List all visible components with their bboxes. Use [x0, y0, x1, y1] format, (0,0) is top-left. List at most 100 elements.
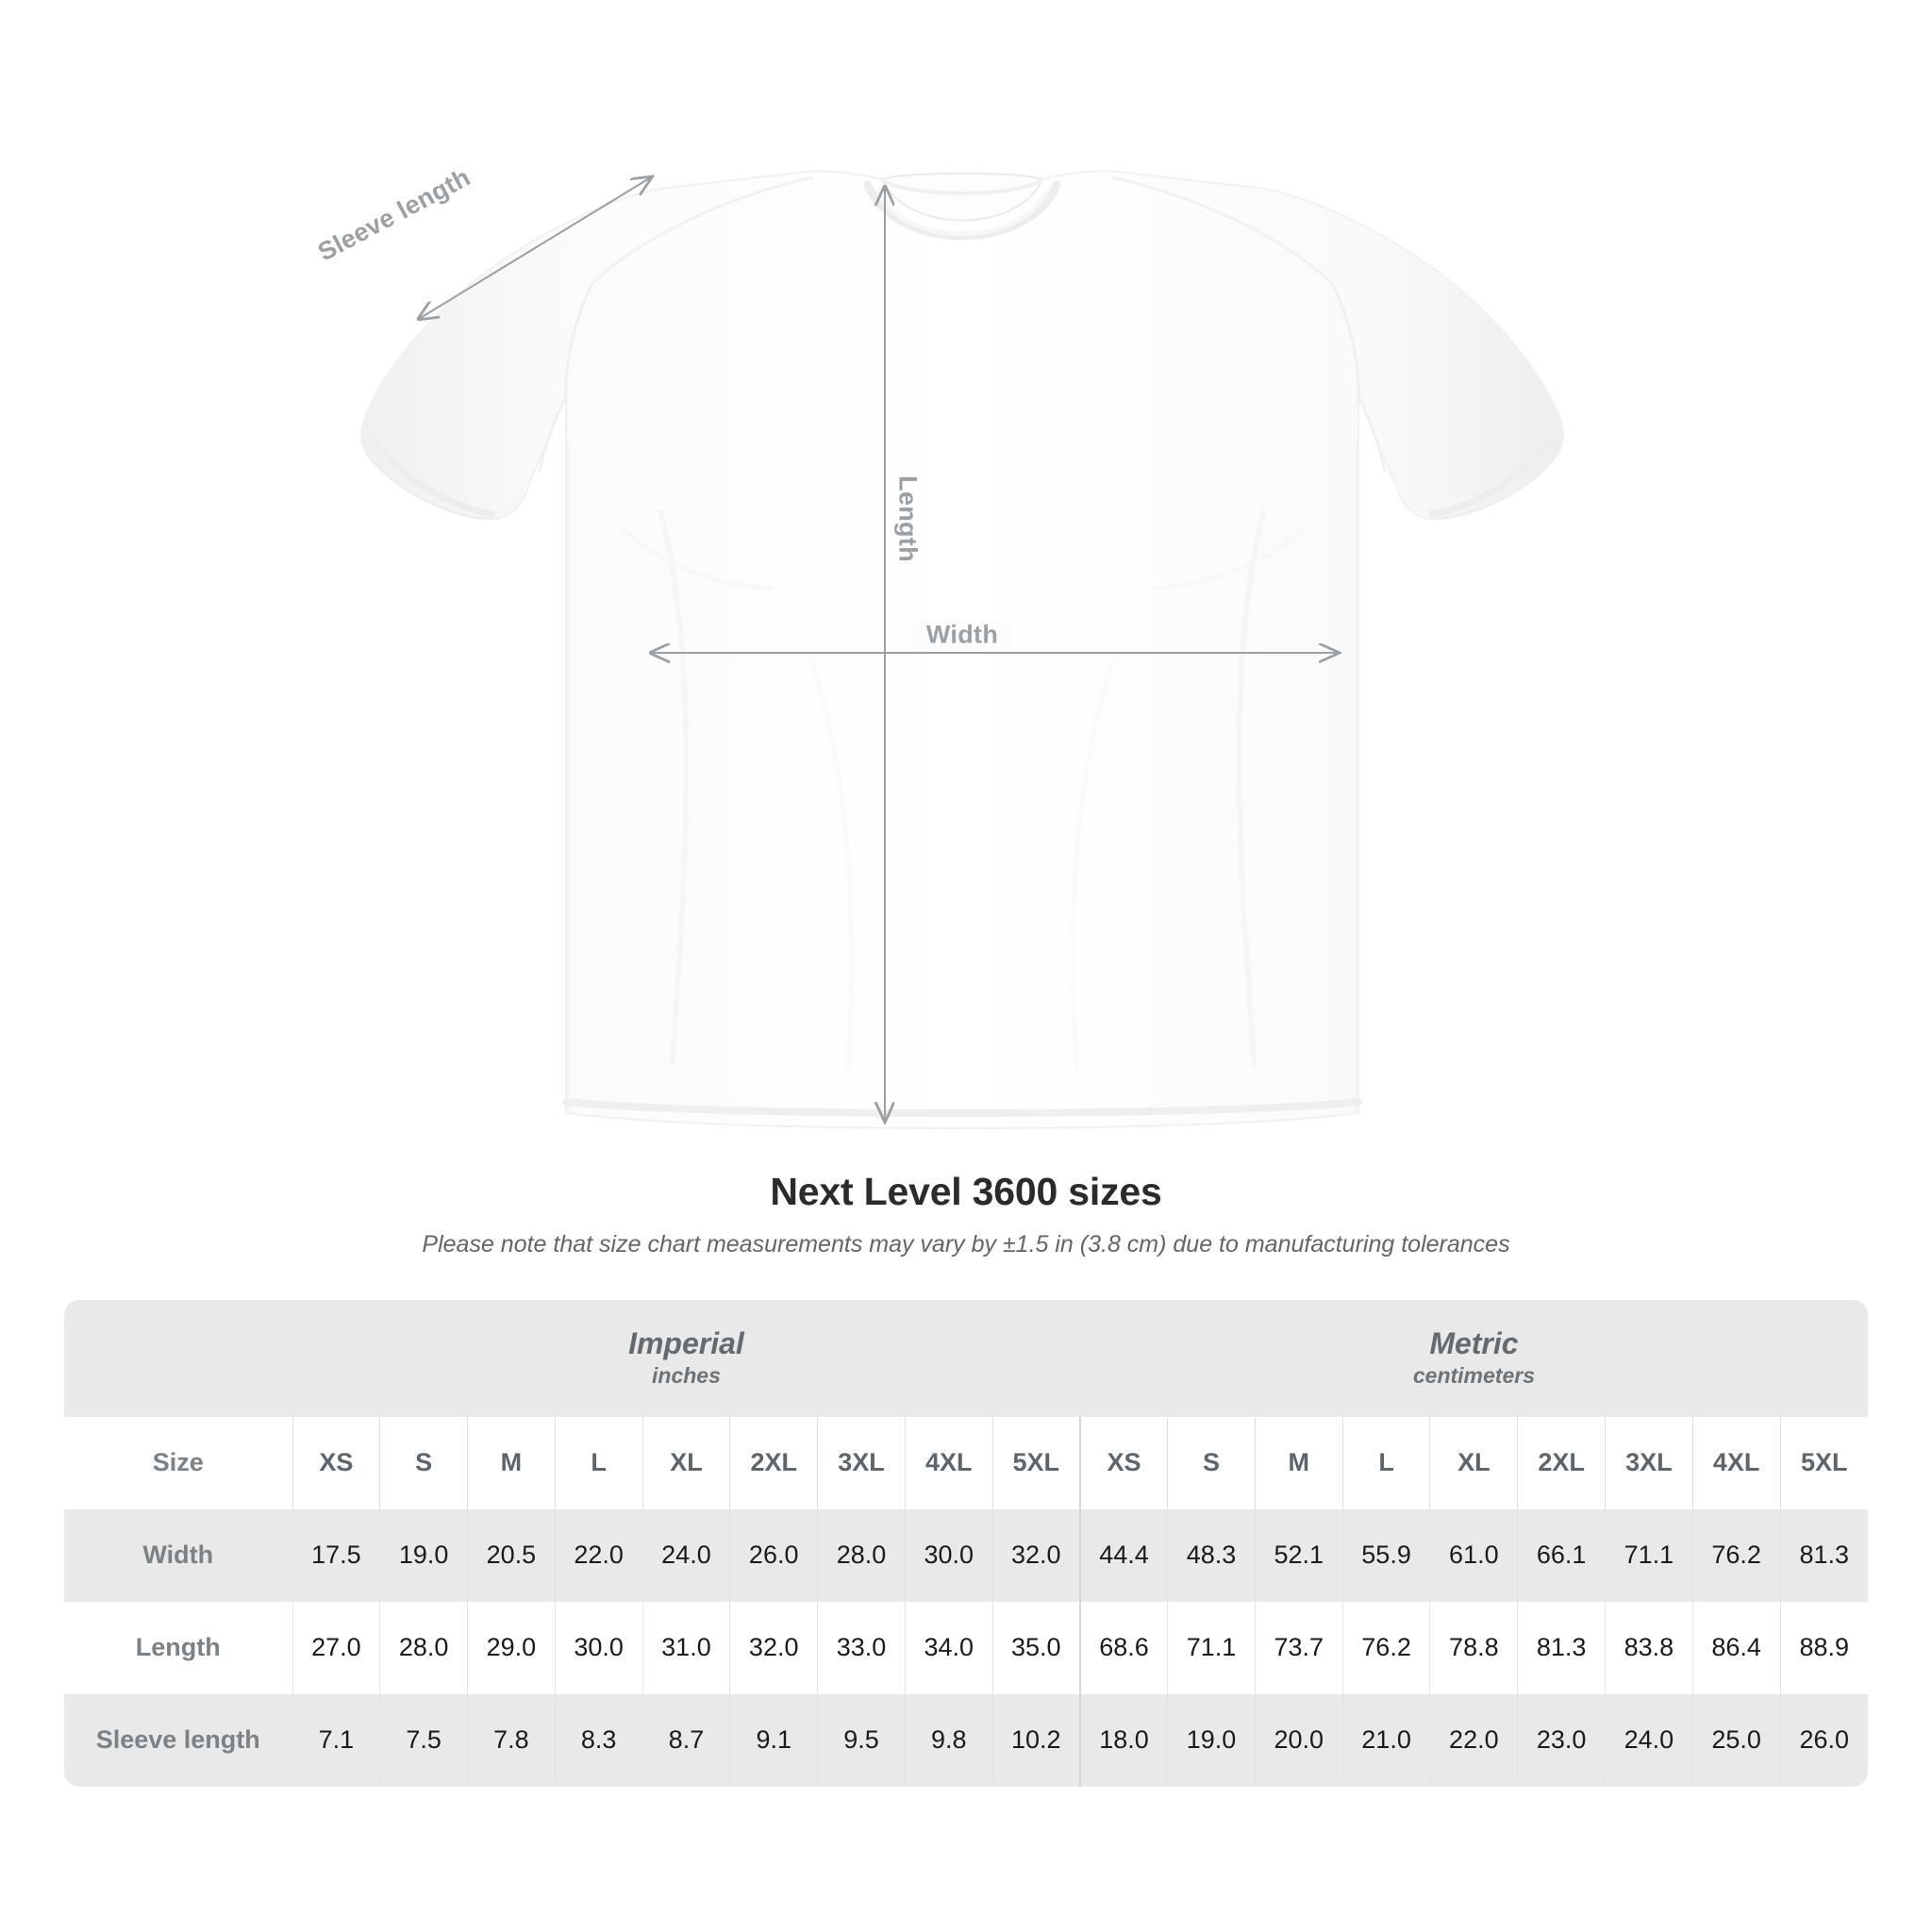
- size-header-imperial-l: L: [554, 1416, 643, 1509]
- length-imperial-5xl: 35.0: [991, 1601, 1081, 1694]
- size-header-imperial-3xl: 3XL: [817, 1416, 906, 1509]
- size-header-metric-l: L: [1341, 1416, 1431, 1509]
- size-header-metric-s: S: [1167, 1416, 1256, 1509]
- length-imperial-xl: 31.0: [641, 1601, 731, 1694]
- sleeve-metric-m: 20.0: [1254, 1693, 1343, 1787]
- sleeve-imperial-m: 7.8: [467, 1693, 556, 1787]
- garment-diagram: Sleeve length Length Width: [313, 163, 1564, 1130]
- unit-sub-metric: centimeters: [1412, 1363, 1535, 1388]
- width-metric-m: 52.1: [1254, 1508, 1343, 1602]
- unit-header-corner: [64, 1300, 292, 1417]
- sleeve-imperial-5xl: 10.2: [991, 1693, 1081, 1787]
- table-body: Width 17.5 19.0 20.5 22.0 24.0 26.0 28.0…: [64, 1508, 1868, 1787]
- sleeve-imperial-xl: 8.7: [641, 1693, 731, 1787]
- table-row: Sleeve length 7.1 7.5 7.8 8.3 8.7 9.1 9.…: [64, 1693, 1868, 1787]
- width-imperial-s: 19.0: [379, 1508, 469, 1602]
- size-header-metric-2xl: 2XL: [1517, 1416, 1606, 1509]
- sleeve-imperial-4xl: 9.8: [904, 1693, 993, 1787]
- table-row: Length 27.0 28.0 29.0 30.0 31.0 32.0 33.…: [64, 1601, 1868, 1694]
- length-imperial-4xl: 34.0: [904, 1601, 993, 1694]
- unit-sub-imperial: inches: [652, 1363, 721, 1388]
- size-header-imperial-s: S: [379, 1416, 469, 1509]
- length-imperial-s: 28.0: [379, 1601, 469, 1694]
- title-block: Next Level 3600 sizes Please note that s…: [0, 1170, 1932, 1258]
- size-header-metric-4xl: 4XL: [1691, 1416, 1781, 1509]
- size-row-label: Size: [64, 1416, 292, 1509]
- tolerance-note: Please note that size chart measurements…: [422, 1231, 1510, 1257]
- sleeve-imperial-s: 7.5: [379, 1693, 469, 1787]
- length-imperial-3xl: 33.0: [817, 1601, 906, 1694]
- size-header-imperial-2xl: 2XL: [729, 1416, 819, 1509]
- row-label-length: Length: [64, 1601, 292, 1694]
- row-label-sleeve-length: Sleeve length: [64, 1693, 292, 1787]
- row-label-width: Width: [64, 1508, 292, 1602]
- sleeve-metric-4xl: 25.0: [1691, 1693, 1781, 1787]
- sleeve-metric-xs: 18.0: [1078, 1693, 1169, 1787]
- length-imperial-m: 29.0: [467, 1601, 556, 1694]
- sleeve-metric-3xl: 24.0: [1604, 1693, 1693, 1787]
- size-header-metric-xl: XL: [1429, 1416, 1519, 1509]
- length-label: Length: [893, 475, 923, 562]
- size-header-row: Size XS S M L XL 2XL 3XL 4XL 5XL XS S M …: [64, 1416, 1868, 1509]
- sleeve-metric-5xl: 26.0: [1779, 1693, 1868, 1787]
- width-imperial-m: 20.5: [467, 1508, 556, 1602]
- unit-name-metric: Metric: [1429, 1326, 1519, 1360]
- width-metric-3xl: 71.1: [1604, 1508, 1693, 1602]
- size-header-imperial-m: M: [467, 1416, 556, 1509]
- sleeve-imperial-xs: 7.1: [291, 1693, 381, 1787]
- size-header-metric-xs: XS: [1078, 1416, 1169, 1509]
- tshirt-illustration: [360, 170, 1564, 1130]
- width-metric-xl: 61.0: [1429, 1508, 1519, 1602]
- width-label: Width: [912, 620, 1012, 650]
- unit-name-imperial: Imperial: [628, 1326, 744, 1360]
- width-metric-s: 48.3: [1167, 1508, 1256, 1602]
- unit-header-imperial: Imperial inches: [292, 1300, 1080, 1417]
- width-metric-xs: 44.4: [1078, 1508, 1169, 1602]
- width-imperial-xs: 17.5: [291, 1508, 381, 1602]
- sleeve-imperial-l: 8.3: [554, 1693, 643, 1787]
- length-metric-xs: 68.6: [1078, 1601, 1169, 1694]
- width-metric-l: 55.9: [1341, 1508, 1431, 1602]
- length-metric-5xl: 88.9: [1779, 1601, 1868, 1694]
- size-header-metric-3xl: 3XL: [1604, 1416, 1693, 1509]
- table-head: Imperial inches Metric centimeters Size …: [64, 1300, 1868, 1509]
- length-imperial-xs: 27.0: [291, 1601, 381, 1694]
- length-metric-s: 71.1: [1167, 1601, 1256, 1694]
- unit-header-metric: Metric centimeters: [1079, 1300, 1868, 1417]
- size-header-imperial-4xl: 4XL: [904, 1416, 993, 1509]
- size-table-container: Imperial inches Metric centimeters Size …: [64, 1300, 1868, 1787]
- table-row: Width 17.5 19.0 20.5 22.0 24.0 26.0 28.0…: [64, 1508, 1868, 1602]
- length-metric-3xl: 83.8: [1604, 1601, 1693, 1694]
- size-header-metric-m: M: [1254, 1416, 1343, 1509]
- size-table: Imperial inches Metric centimeters Size …: [64, 1300, 1868, 1787]
- sleeve-metric-s: 19.0: [1167, 1693, 1256, 1787]
- width-metric-5xl: 81.3: [1779, 1508, 1868, 1602]
- length-imperial-2xl: 32.0: [729, 1601, 819, 1694]
- width-metric-2xl: 66.1: [1517, 1508, 1606, 1602]
- sleeve-imperial-3xl: 9.5: [817, 1693, 906, 1787]
- length-metric-4xl: 86.4: [1691, 1601, 1781, 1694]
- size-header-imperial-xs: XS: [291, 1416, 381, 1509]
- unit-header-row: Imperial inches Metric centimeters: [64, 1300, 1868, 1417]
- sleeve-metric-l: 21.0: [1341, 1693, 1431, 1787]
- width-imperial-l: 22.0: [554, 1508, 643, 1602]
- length-metric-m: 73.7: [1254, 1601, 1343, 1694]
- sleeve-metric-xl: 22.0: [1429, 1693, 1519, 1787]
- measurement-guides: [419, 177, 1338, 1121]
- width-imperial-3xl: 28.0: [817, 1508, 906, 1602]
- length-metric-l: 76.2: [1341, 1601, 1431, 1694]
- sleeve-imperial-2xl: 9.1: [729, 1693, 819, 1787]
- sleeve-metric-2xl: 23.0: [1517, 1693, 1606, 1787]
- size-header-metric-5xl: 5XL: [1779, 1416, 1868, 1509]
- width-imperial-5xl: 32.0: [991, 1508, 1081, 1602]
- width-imperial-xl: 24.0: [641, 1508, 731, 1602]
- width-imperial-4xl: 30.0: [904, 1508, 993, 1602]
- length-metric-2xl: 81.3: [1517, 1601, 1606, 1694]
- length-metric-xl: 78.8: [1429, 1601, 1519, 1694]
- size-header-imperial-xl: XL: [641, 1416, 731, 1509]
- width-metric-4xl: 76.2: [1691, 1508, 1781, 1602]
- size-header-imperial-5xl: 5XL: [991, 1416, 1081, 1509]
- length-imperial-l: 30.0: [554, 1601, 643, 1694]
- page-title: Next Level 3600 sizes: [770, 1170, 1162, 1213]
